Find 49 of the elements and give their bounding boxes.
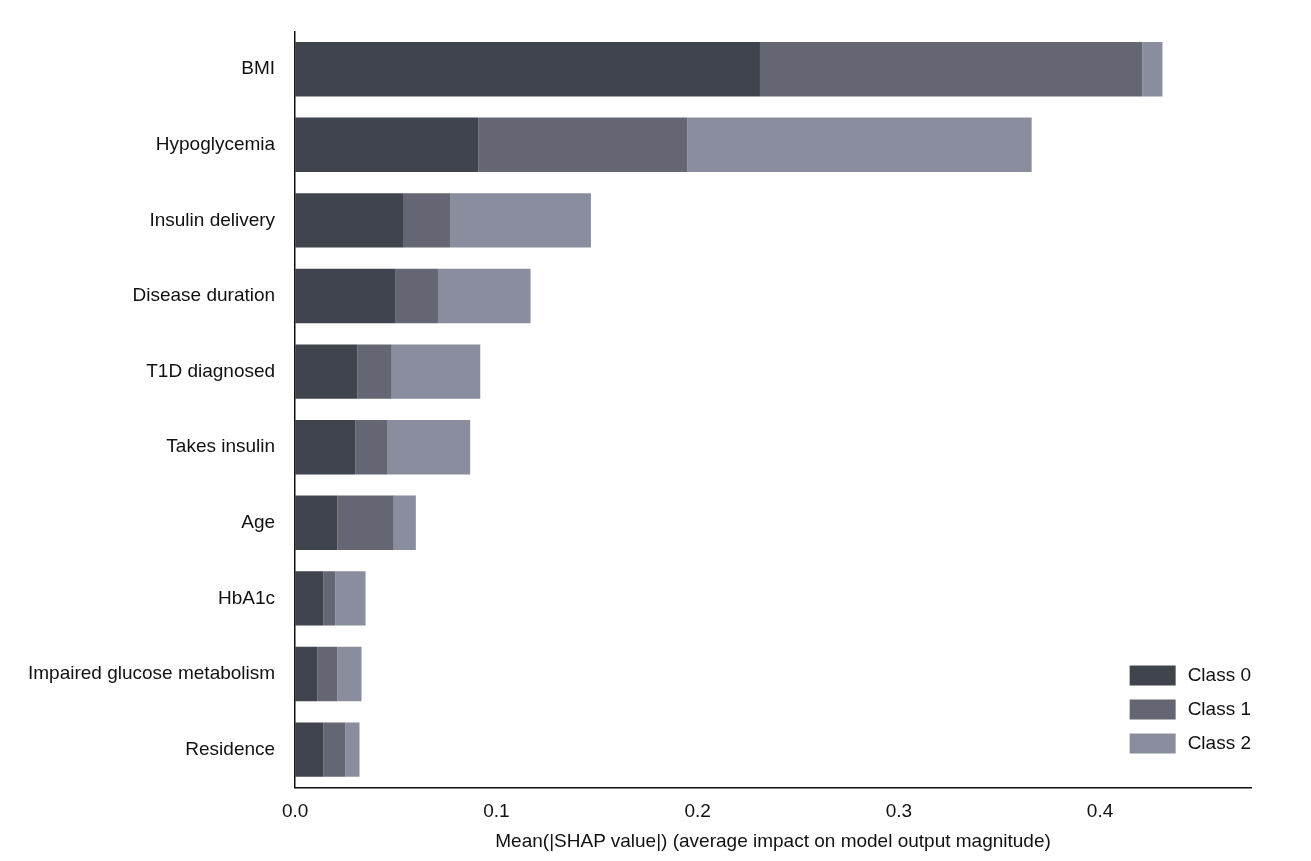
bar	[337, 495, 394, 551]
bar	[317, 646, 338, 702]
y-tick-label: Impaired glucose metabolism	[27, 662, 276, 684]
legend-label: Class 0	[1187, 663, 1251, 685]
x-tick-label: 0.3	[885, 800, 913, 822]
bar	[478, 117, 688, 173]
bar	[335, 571, 366, 626]
y-tick-label: HbA1c	[218, 586, 276, 608]
y-tick-label: BMI	[241, 57, 276, 79]
bar	[295, 268, 396, 324]
bar	[295, 193, 404, 248]
bar	[295, 646, 318, 702]
x-tick-label: 0.1	[483, 800, 510, 822]
bar	[759, 41, 1143, 97]
bar	[295, 722, 324, 777]
bar	[391, 344, 481, 399]
bar	[450, 193, 591, 248]
legend-label: Class 2	[1187, 731, 1251, 753]
bar	[395, 268, 438, 324]
bar	[295, 419, 356, 475]
bar	[323, 571, 336, 626]
y-tick-label: Residence	[185, 737, 276, 759]
bar	[437, 268, 531, 324]
x-axis-title: Mean(|SHAP value|) (average impact on model output magnitude)	[495, 829, 1051, 851]
bar	[355, 419, 388, 475]
bar	[345, 722, 360, 777]
bar	[295, 117, 479, 173]
legend-label: Class 1	[1187, 697, 1251, 719]
y-tick-label: Insulin delivery	[149, 208, 276, 230]
bar	[295, 495, 338, 551]
bar	[337, 646, 362, 702]
bar	[687, 117, 1032, 173]
bar	[1142, 41, 1163, 97]
bar	[323, 722, 346, 777]
bar	[295, 344, 358, 399]
x-tick-label: 0.0	[281, 800, 309, 822]
x-tick-label: 0.4	[1086, 800, 1114, 822]
bar	[403, 193, 451, 248]
bar	[295, 41, 760, 97]
x-tick-label: 0.2	[684, 800, 711, 822]
bar	[393, 495, 416, 551]
bar	[295, 571, 324, 626]
y-tick-label: Disease duration	[132, 284, 276, 306]
y-tick-label: T1D diagnosed	[146, 359, 276, 381]
bar	[387, 419, 471, 475]
bar	[357, 344, 392, 399]
y-tick-label: Hypoglycemia	[155, 133, 276, 155]
y-tick-label: Takes insulin	[166, 435, 276, 457]
y-tick-label: Age	[241, 511, 276, 533]
